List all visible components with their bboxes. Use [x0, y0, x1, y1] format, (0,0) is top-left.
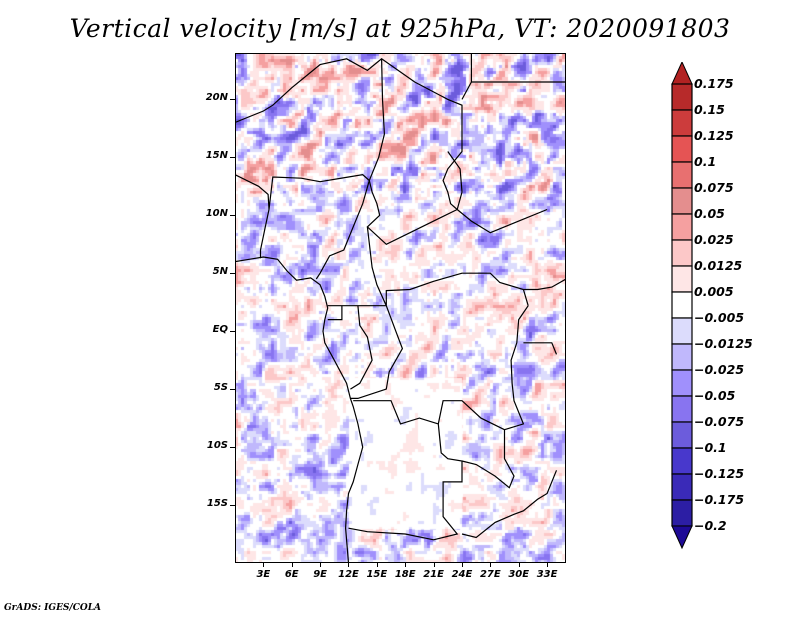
lon-tick-label: 6E — [284, 569, 299, 580]
colorbar-tick-label: 0.1 — [694, 154, 717, 169]
lon-tick-mark — [320, 563, 322, 567]
border-line — [235, 58, 548, 234]
border-line — [315, 180, 370, 280]
border-line — [350, 305, 404, 399]
lon-tick-label: 3E — [256, 569, 271, 580]
border-line — [461, 53, 472, 100]
colorbar-tick-label: 0.15 — [694, 102, 725, 117]
lat-tick-mark — [230, 389, 235, 391]
lat-tick-mark — [230, 273, 235, 275]
lon-tick-mark — [348, 563, 350, 567]
border-line — [461, 305, 529, 489]
colorbar-tick-label: 0.025 — [694, 232, 734, 247]
lon-tick-mark — [547, 563, 549, 567]
lon-tick-mark — [461, 563, 463, 567]
colorbar-tick-label: −0.1 — [694, 440, 727, 455]
lon-tick-mark — [518, 563, 520, 567]
colorbar-segment — [671, 291, 693, 319]
map-panel — [235, 53, 566, 563]
lon-tick-label: 30E — [508, 569, 530, 580]
border-line — [523, 342, 558, 355]
border-line — [523, 278, 566, 291]
colorbar-segment — [671, 473, 693, 501]
colorbar-segment — [671, 317, 693, 345]
country-borders — [235, 53, 566, 563]
border-line — [366, 226, 529, 306]
lon-tick-mark — [433, 563, 435, 567]
border-line — [350, 305, 373, 390]
colorbar-tick-label: −0.175 — [694, 492, 745, 507]
border-line — [235, 174, 370, 210]
colorbar-segment — [671, 499, 693, 527]
lon-tick-mark — [376, 563, 378, 567]
lat-tick-label: 20N — [205, 92, 228, 104]
lat-tick-label: 15S — [206, 498, 228, 510]
border-line — [461, 470, 558, 539]
lat-tick-mark — [230, 331, 235, 333]
colorbar-max-arrow — [671, 62, 693, 85]
lon-tick-mark — [405, 563, 407, 567]
colorbar — [671, 62, 693, 550]
colorbar-tick-label: 0.175 — [694, 76, 734, 91]
lat-tick-mark — [230, 215, 235, 217]
colorbar-segment — [671, 265, 693, 293]
colorbar-min-arrow — [671, 525, 693, 550]
colorbar-segment — [671, 109, 693, 137]
colorbar-segment — [671, 83, 693, 111]
lon-tick-mark — [291, 563, 293, 567]
colorbar-tick-label: −0.125 — [694, 466, 745, 481]
colorbar-segment — [671, 239, 693, 267]
colorbar-tick-label: 0.075 — [694, 180, 734, 195]
lat-tick-mark — [230, 447, 235, 449]
lon-tick-label: 18E — [394, 569, 416, 580]
border-line — [366, 58, 458, 246]
lat-tick-label: 5S — [213, 382, 228, 394]
lat-tick-label: 10N — [205, 208, 228, 220]
colorbar-segment — [671, 187, 693, 215]
lat-tick-mark — [230, 505, 235, 507]
lat-tick-label: 10S — [206, 440, 228, 452]
lon-tick-mark — [263, 563, 265, 567]
lon-tick-label: 24E — [451, 569, 473, 580]
colorbar-segment — [671, 447, 693, 475]
colorbar-tick-label: 0.05 — [694, 206, 725, 221]
colorbar-segment — [671, 369, 693, 397]
lon-tick-label: 15E — [366, 569, 388, 580]
colorbar-tick-label: −0.025 — [694, 362, 745, 377]
colorbar-segment — [671, 135, 693, 163]
colorbar-segment — [671, 395, 693, 423]
lon-tick-label: 9E — [313, 569, 327, 580]
colorbar-tick-label: −0.0125 — [694, 336, 753, 351]
border-line — [348, 400, 463, 541]
lat-tick-mark — [230, 99, 235, 101]
chart-title: Vertical velocity [m/s] at 925hPa, VT: 2… — [69, 14, 731, 43]
lon-tick-mark — [490, 563, 492, 567]
lon-tick-label: 33E — [536, 569, 558, 580]
lon-tick-label: 12E — [338, 569, 359, 580]
colorbar-tick-label: −0.2 — [694, 518, 727, 533]
border-line — [447, 151, 463, 210]
colorbar-tick-label: 0.005 — [694, 284, 734, 299]
border-line — [437, 400, 505, 431]
border-line — [259, 209, 270, 259]
colorbar-tick-label: −0.005 — [694, 310, 745, 325]
colorbar-segment — [671, 421, 693, 449]
colorbar-segment — [671, 161, 693, 189]
colorbar-tick-label: −0.05 — [694, 388, 736, 403]
lon-tick-label: 21E — [423, 569, 444, 580]
lat-tick-label: EQ — [212, 324, 228, 336]
colorbar-tick-label: 0.0125 — [694, 258, 743, 273]
colorbar-segment — [671, 213, 693, 241]
border-line — [327, 305, 343, 321]
velocity-field — [235, 53, 566, 563]
lat-tick-label: 5N — [212, 266, 228, 278]
lat-tick-label: 15N — [205, 150, 228, 162]
colorbar-segment — [671, 343, 693, 371]
footer-credit: GrADS: IGES/COLA — [4, 603, 102, 613]
border-line — [235, 256, 364, 563]
colorbar-tick-label: −0.075 — [694, 414, 745, 429]
colorbar-tick-label: 0.125 — [694, 128, 734, 143]
lon-tick-label: 27E — [479, 569, 501, 580]
lat-tick-mark — [230, 157, 235, 159]
